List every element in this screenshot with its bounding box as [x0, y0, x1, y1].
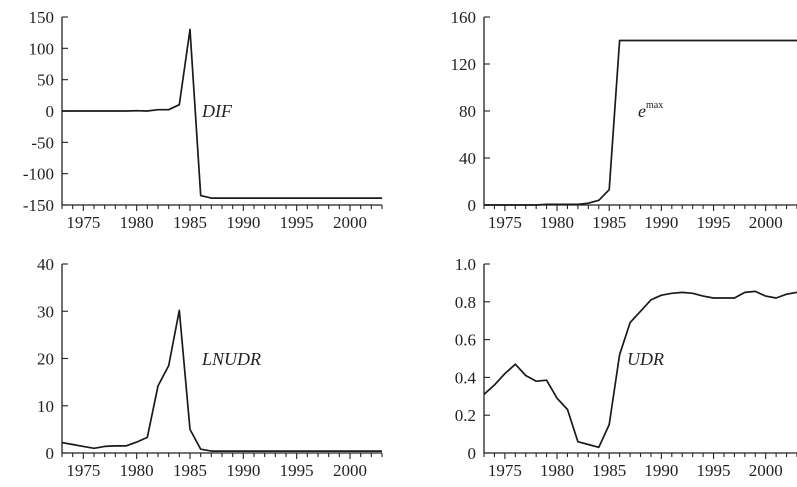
y-tick-label: 100: [29, 39, 55, 58]
y-tick-label: 0.2: [455, 406, 476, 425]
x-tick-label: 1990: [226, 213, 260, 232]
y-tick-label: 0: [468, 444, 477, 463]
x-tick-label: 1995: [280, 461, 314, 480]
series-label: UDR: [627, 349, 664, 369]
x-tick-label: 1985: [592, 461, 626, 480]
panel-dif: 150 100 50 0 -50 -100 -150 1975 1980 1985 1990 1995…: [23, 8, 383, 232]
x-tick-label: 2000: [333, 461, 367, 480]
series-line: [483, 290, 797, 449]
x-tick-label: 1990: [226, 461, 260, 480]
x-tick-label: 1985: [173, 461, 207, 480]
series-line: [61, 309, 382, 452]
y-tick-label: 0: [46, 102, 55, 121]
y-tick-label: -150: [23, 196, 54, 215]
x-tick-label: 1975: [488, 461, 522, 480]
x-tick-label: 1985: [592, 213, 626, 232]
x-tick-label: 1985: [173, 213, 207, 232]
y-tick-label: 40: [37, 255, 54, 274]
series-label-text: e: [638, 101, 646, 121]
x-tick-label: 1980: [540, 461, 574, 480]
x-tick-label: 1975: [488, 213, 522, 232]
panel-lnudr: 40 30 20 10 0 1975 1980 1985 1990 1995 2000 LNUDR: [37, 255, 383, 480]
x-tick-label: 1995: [697, 461, 731, 480]
x-tick-label: 1975: [66, 461, 100, 480]
series-label: LNUDR: [201, 349, 261, 369]
series-label-text: DIF: [201, 101, 233, 121]
y-tick-label: 0.6: [455, 331, 476, 350]
x-tick-label: 2000: [333, 213, 367, 232]
series-label-text: LNUDR: [201, 349, 261, 369]
y-tick-label: 0.4: [455, 368, 477, 387]
x-tick-label: 2000: [749, 461, 783, 480]
y-tick-label: 20: [37, 350, 54, 369]
y-tick-label: 0.8: [455, 293, 476, 312]
y-tick-label: 0: [46, 444, 55, 463]
x-tick-label: 2000: [749, 213, 783, 232]
series-label: DIF: [201, 101, 233, 121]
y-tick-label: -100: [23, 165, 54, 184]
x-tick-label: 1975: [66, 213, 100, 232]
series-label: emax: [638, 100, 663, 121]
series-label-text: UDR: [627, 349, 664, 369]
x-tick-label: 1995: [280, 213, 314, 232]
y-tick-label: 150: [29, 8, 55, 27]
x-tick-label: 1995: [697, 213, 731, 232]
panel-emax: 160 120 80 40 0 1975 1980 1985 1990 1995 2000 emax: [451, 8, 797, 232]
x-tick-label: 1980: [540, 213, 574, 232]
y-tick-label: -50: [31, 133, 54, 152]
series-label-superscript: max: [646, 100, 663, 111]
y-tick-label: 120: [451, 55, 477, 74]
y-tick-label: 160: [451, 8, 477, 27]
x-tick-label: 1990: [644, 213, 678, 232]
series-line: [62, 28, 382, 199]
y-tick-label: 50: [37, 71, 54, 90]
x-tick-label: 1990: [644, 461, 678, 480]
y-tick-label: 80: [459, 102, 476, 121]
panel-udr: 1.0 0.8 0.6 0.4 0.2 0 1975 1980 1985 1990 1995 2000…: [455, 255, 797, 480]
y-tick-label: 30: [37, 302, 54, 321]
x-tick-label: 1980: [120, 461, 154, 480]
y-tick-label: 10: [37, 397, 54, 416]
series-line: [484, 39, 797, 206]
y-tick-label: 0: [468, 196, 477, 215]
y-tick-label: 1.0: [455, 255, 476, 274]
x-tick-label: 1980: [120, 213, 154, 232]
y-tick-label: 40: [459, 149, 476, 168]
